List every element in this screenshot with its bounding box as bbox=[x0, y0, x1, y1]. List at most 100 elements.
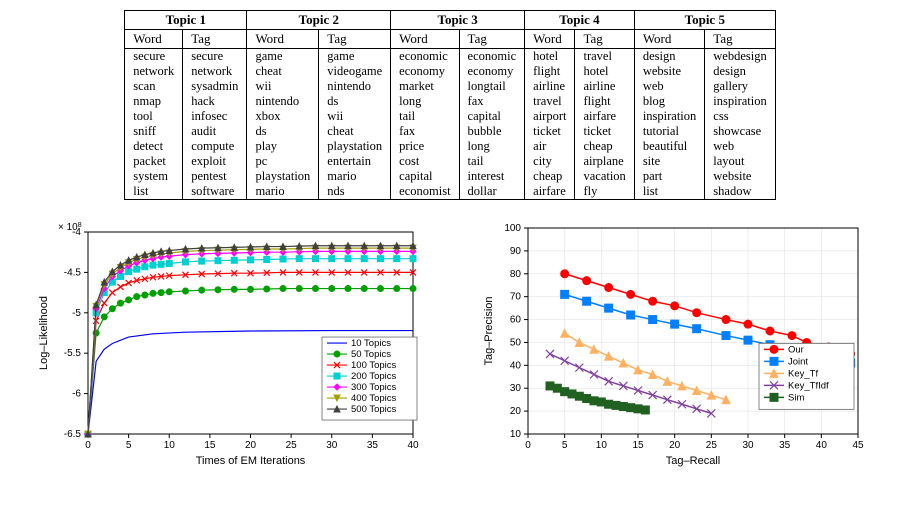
sub-header: Tag bbox=[705, 30, 775, 49]
svg-text:40: 40 bbox=[815, 440, 827, 451]
svg-text:5: 5 bbox=[125, 440, 131, 451]
svg-text:30: 30 bbox=[509, 383, 521, 394]
table-cell: interest bbox=[459, 169, 525, 184]
sub-header: Word bbox=[525, 30, 575, 49]
svg-text:70: 70 bbox=[509, 292, 521, 303]
topic-header: Topic 2 bbox=[247, 11, 391, 30]
svg-text:15: 15 bbox=[632, 440, 644, 451]
svg-text:0: 0 bbox=[85, 440, 91, 451]
table-cell: inspiration bbox=[634, 109, 704, 124]
table-cell: ticket bbox=[575, 124, 634, 139]
svg-text:15: 15 bbox=[204, 440, 216, 451]
table-cell: site bbox=[634, 154, 704, 169]
sub-header: Tag bbox=[459, 30, 525, 49]
svg-text:Tag–Recall: Tag–Recall bbox=[665, 455, 719, 467]
table-cell: market bbox=[391, 79, 459, 94]
table-cell: hotel bbox=[525, 49, 575, 65]
table-cell: nintendo bbox=[247, 94, 319, 109]
table-cell: capital bbox=[391, 169, 459, 184]
svg-text:Key_Tf: Key_Tf bbox=[788, 368, 818, 379]
svg-text:0: 0 bbox=[525, 440, 531, 451]
table-cell: list bbox=[125, 184, 183, 200]
table-cell: audit bbox=[183, 124, 247, 139]
table-cell: airline bbox=[525, 79, 575, 94]
table-cell: secure bbox=[125, 49, 183, 65]
svg-text:35: 35 bbox=[366, 440, 378, 451]
table-cell: inspiration bbox=[705, 94, 775, 109]
table-cell: website bbox=[705, 169, 775, 184]
table-cell: fly bbox=[575, 184, 634, 200]
table-cell: system bbox=[125, 169, 183, 184]
table-cell: layout bbox=[705, 154, 775, 169]
table-cell: mario bbox=[247, 184, 319, 200]
table-cell: travel bbox=[575, 49, 634, 65]
table-cell: tutorial bbox=[634, 124, 704, 139]
table-cell: nintendo bbox=[319, 79, 391, 94]
table-cell: wii bbox=[319, 109, 391, 124]
sub-header: Word bbox=[634, 30, 704, 49]
table-cell: game bbox=[247, 49, 319, 65]
table-cell: network bbox=[183, 64, 247, 79]
table-cell: webdesign bbox=[705, 49, 775, 65]
table-cell: blog bbox=[634, 94, 704, 109]
table-cell: part bbox=[634, 169, 704, 184]
topic-header: Topic 3 bbox=[391, 11, 525, 30]
table-cell: airplane bbox=[575, 154, 634, 169]
topics-table: Topic 1Topic 2Topic 3Topic 4Topic 5 Word… bbox=[124, 10, 776, 200]
table-cell: entertain bbox=[319, 154, 391, 169]
svg-text:10: 10 bbox=[163, 440, 175, 451]
table-cell: playstation bbox=[247, 169, 319, 184]
table-cell: dollar bbox=[459, 184, 525, 200]
table-cell: long bbox=[459, 139, 525, 154]
svg-text:80: 80 bbox=[509, 269, 521, 280]
table-cell: travel bbox=[525, 94, 575, 109]
table-cell: scan bbox=[125, 79, 183, 94]
sub-header: Word bbox=[247, 30, 319, 49]
table-cell: longtail bbox=[459, 79, 525, 94]
table-cell: airport bbox=[525, 109, 575, 124]
svg-text:Times of EM Iterations: Times of EM Iterations bbox=[195, 455, 305, 467]
svg-text:Joint: Joint bbox=[788, 356, 808, 367]
table-cell: shadow bbox=[705, 184, 775, 200]
table-cell: xbox bbox=[247, 109, 319, 124]
table-cell: tail bbox=[459, 154, 525, 169]
table-cell: vacation bbox=[575, 169, 634, 184]
table-cell: css bbox=[705, 109, 775, 124]
table-cell: cost bbox=[391, 154, 459, 169]
table-cell: pentest bbox=[183, 169, 247, 184]
table-cell: showcase bbox=[705, 124, 775, 139]
topic-header: Topic 5 bbox=[634, 11, 775, 30]
table-cell: secure bbox=[183, 49, 247, 65]
table-cell: gallery bbox=[705, 79, 775, 94]
table-cell: playstation bbox=[319, 139, 391, 154]
svg-text:400 Topics: 400 Topics bbox=[351, 393, 396, 404]
table-cell: economy bbox=[391, 64, 459, 79]
sub-header: Word bbox=[125, 30, 183, 49]
svg-text:40: 40 bbox=[407, 440, 419, 451]
table-cell: design bbox=[634, 49, 704, 65]
table-cell: nmap bbox=[125, 94, 183, 109]
svg-text:10 Topics: 10 Topics bbox=[351, 338, 391, 349]
svg-text:-4.5: -4.5 bbox=[63, 267, 81, 278]
sub-header: Word bbox=[391, 30, 459, 49]
svg-text:30: 30 bbox=[326, 440, 338, 451]
table-cell: game bbox=[319, 49, 391, 65]
table-cell: exploit bbox=[183, 154, 247, 169]
svg-text:30: 30 bbox=[742, 440, 754, 451]
table-cell: web bbox=[705, 139, 775, 154]
svg-text:-6.5: -6.5 bbox=[63, 429, 81, 440]
table-cell: detect bbox=[125, 139, 183, 154]
table-cell: mario bbox=[319, 169, 391, 184]
svg-text:60: 60 bbox=[509, 315, 521, 326]
table-cell: fax bbox=[459, 94, 525, 109]
table-cell: ticket bbox=[525, 124, 575, 139]
table-cell: compute bbox=[183, 139, 247, 154]
svg-text:50: 50 bbox=[509, 337, 521, 348]
table-cell: long bbox=[391, 94, 459, 109]
precision-recall-chart: 051015202530354045102030405060708090100T… bbox=[478, 218, 868, 472]
table-cell: economic bbox=[459, 49, 525, 65]
table-cell: cheap bbox=[525, 169, 575, 184]
table-cell: sysadmin bbox=[183, 79, 247, 94]
table-cell: wii bbox=[247, 79, 319, 94]
svg-text:35: 35 bbox=[779, 440, 791, 451]
